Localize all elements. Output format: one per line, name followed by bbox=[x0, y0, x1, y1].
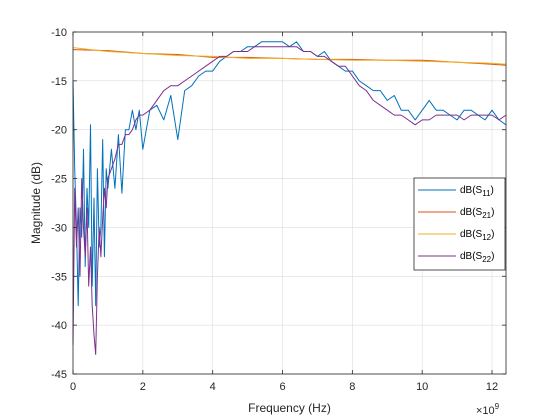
y-tick-label: -45 bbox=[51, 369, 67, 381]
y-tick-label: -20 bbox=[51, 125, 67, 137]
legend-label-end: ) bbox=[491, 229, 494, 240]
legend-entry-11: dB(S11) bbox=[460, 185, 494, 198]
legend-label-main: dB(S bbox=[460, 207, 483, 218]
legend-label-subscript: 22 bbox=[482, 255, 491, 264]
series-line-22 bbox=[72, 46, 507, 355]
legend-entry-21: dB(S21) bbox=[460, 207, 494, 220]
x-exponent-base: ×10 bbox=[476, 405, 495, 417]
x-tick-label: 8 bbox=[349, 381, 355, 393]
y-tick-label: -15 bbox=[51, 76, 67, 88]
legend-label-subscript: 12 bbox=[482, 233, 491, 242]
y-axis-label: Magnitude (dB) bbox=[29, 162, 43, 244]
y-tick-label: -35 bbox=[51, 271, 67, 283]
legend-label-subscript: 11 bbox=[482, 189, 491, 198]
x-axis-label: Frequency (Hz) bbox=[248, 401, 331, 415]
ticks: 0 2 4 6 8 10 12 -10 -15 -20 -25 -30 -35 -40 -45 bbox=[51, 27, 506, 393]
legend-box bbox=[413, 177, 506, 271]
x-axis-exponent: ×109 bbox=[476, 402, 500, 417]
x-exponent-power: 9 bbox=[495, 402, 500, 411]
series-lines bbox=[72, 41, 507, 355]
legend: dB(S11)dB(S21)dB(S12)dB(S22) bbox=[413, 177, 506, 271]
series-line-11 bbox=[72, 41, 507, 307]
legend-label-end: ) bbox=[491, 185, 494, 196]
y-tick-label: -40 bbox=[51, 320, 67, 332]
x-tick-label: 4 bbox=[210, 381, 216, 393]
legend-label-subscript: 21 bbox=[482, 211, 491, 220]
x-tick-label: 2 bbox=[140, 381, 146, 393]
y-tick-label: -25 bbox=[51, 174, 67, 186]
legend-label-end: ) bbox=[491, 251, 494, 262]
plot-area-frame bbox=[72, 31, 507, 375]
legend-label-main: dB(S bbox=[460, 185, 483, 196]
legend-entry-12: dB(S12) bbox=[460, 229, 494, 242]
legend-label-end: ) bbox=[491, 207, 494, 218]
legend-label-main: dB(S bbox=[460, 229, 483, 240]
y-tick-label: -30 bbox=[51, 222, 67, 234]
legend-label-main: dB(S bbox=[460, 251, 483, 262]
x-tick-label: 12 bbox=[486, 381, 498, 393]
y-tick-label: -10 bbox=[51, 27, 67, 39]
series-line-12 bbox=[72, 47, 507, 65]
legend-entry-22: dB(S22) bbox=[460, 251, 494, 264]
x-tick-label: 6 bbox=[279, 381, 285, 393]
x-tick-label: 0 bbox=[70, 381, 76, 393]
x-tick-label: 10 bbox=[416, 381, 428, 393]
